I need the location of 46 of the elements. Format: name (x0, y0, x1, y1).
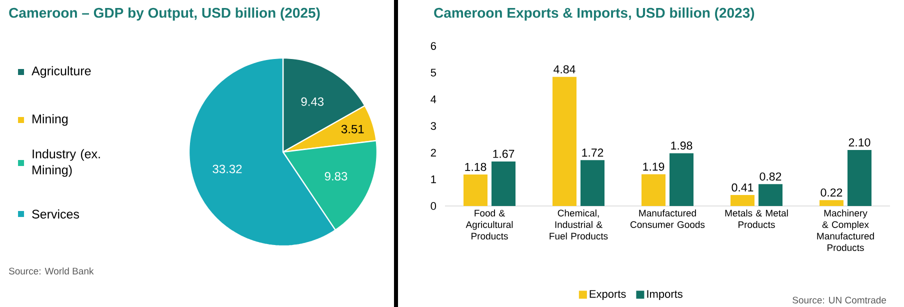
legend-label: Imports (647, 290, 682, 300)
bar (758, 184, 782, 206)
x-tick-label: Metals & Metal Products (725, 210, 788, 228)
x-tick-label: Manufactured Consumer Goods (630, 210, 705, 228)
data-label: 1.67 (493, 150, 514, 158)
data-label: 0.41 (732, 183, 754, 192)
legend-label: Exports (590, 290, 626, 300)
source-note: Source: UN Comtrade (792, 296, 886, 304)
legend-label: Agriculture (32, 66, 91, 78)
y-tick-label: 5 (430, 68, 436, 76)
y-tick-label: 3 (430, 122, 436, 130)
chart-title: Cameroon Exports & Imports, USD billion (2023) (434, 8, 754, 21)
bar (847, 150, 872, 206)
x-tick-label: Machinery & Complex Manufactured Products (817, 210, 874, 251)
x-tick-label: Chemical, Industrial & Fuel Products (550, 210, 608, 240)
source-note: Source: World Bank (8, 267, 94, 274)
data-label: 1.19 (643, 162, 664, 171)
bar (730, 195, 754, 206)
data-label: 9.43 (301, 97, 324, 106)
data-label: 3.51 (341, 124, 364, 134)
bar (464, 174, 488, 206)
legend-label: Services (32, 209, 80, 219)
bar (819, 200, 844, 206)
bar (492, 161, 516, 206)
data-label: 9.83 (324, 172, 348, 180)
data-label: 4.84 (554, 65, 576, 74)
y-tick-label: 0 (430, 202, 436, 210)
data-label: 0.22 (820, 188, 842, 197)
y-tick-label: 2 (430, 148, 436, 156)
data-label: 2.10 (848, 138, 870, 146)
bar (670, 153, 694, 206)
data-label: 33.32 (212, 164, 242, 174)
legend-label: Industry (ex. Mining) (32, 149, 100, 177)
bar (552, 76, 576, 206)
chart-title: Cameroon – GDP by Output, USD billion (2025) (9, 8, 320, 21)
y-tick-label: 1 (431, 176, 436, 184)
x-tick-label: Food & Agricultural Products (466, 210, 513, 240)
data-label: 1.72 (582, 148, 604, 157)
bar (580, 160, 605, 206)
data-label: 1.98 (671, 142, 692, 150)
data-label: 1.18 (465, 162, 486, 171)
y-tick-label: 4 (430, 96, 436, 104)
bar (642, 174, 666, 206)
data-label: 0.82 (760, 172, 782, 181)
legend-label: Mining (32, 114, 68, 126)
y-tick-label: 6 (430, 42, 436, 50)
